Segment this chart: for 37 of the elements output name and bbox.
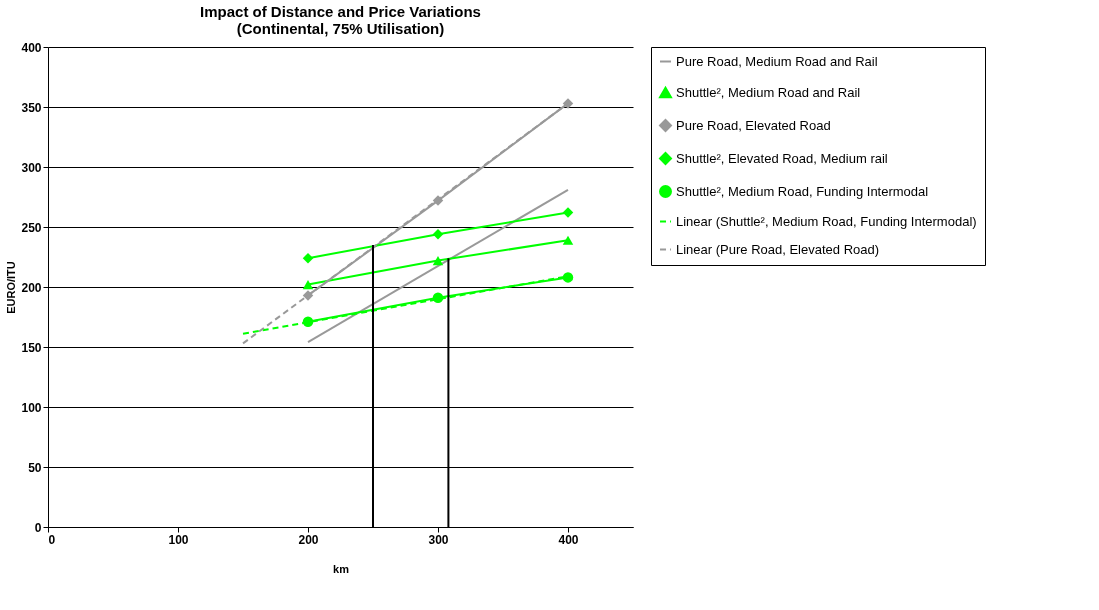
y-tick-label: 300 — [21, 160, 42, 175]
point — [562, 98, 574, 109]
point — [562, 272, 574, 283]
legend-label: Shuttle², Medium Road and Rail — [676, 84, 861, 100]
y-tick-label: 150 — [21, 340, 42, 355]
point — [302, 252, 314, 264]
legend-label: Linear (Pure Road, Elevated Road) — [676, 241, 880, 257]
point — [432, 195, 444, 206]
y-tick-label: 100 — [21, 400, 42, 415]
x-tick-label: 0 — [48, 532, 56, 547]
point — [432, 292, 444, 304]
point — [562, 235, 574, 245]
legend-label: Linear (Shuttle², Medium Road, Funding Intermodal) — [676, 213, 977, 229]
legend-label: Pure Road, Elevated Road — [676, 117, 831, 133]
x-tick-label: 400 — [558, 532, 579, 547]
text: Impact of Distance and Price Variations — [200, 3, 481, 20]
y-tick-label: 350 — [21, 100, 42, 115]
x-tick-label: 200 — [298, 532, 319, 547]
point — [432, 228, 444, 240]
y-tick-label: 50 — [28, 460, 42, 475]
legend-label: Pure Road, Medium Road and Rail — [676, 53, 878, 69]
x-tick-label: 100 — [168, 532, 189, 547]
y-axis-title: EURO/ITU — [5, 261, 18, 314]
point — [302, 280, 314, 290]
y-tick-label: 400 — [21, 40, 42, 55]
x-axis-title: km — [333, 562, 350, 575]
point — [432, 256, 444, 266]
y-tick-label: 250 — [21, 220, 42, 235]
point — [302, 290, 314, 301]
x-tick-label: 300 — [428, 532, 449, 547]
legend-label: Shuttle², Medium Road, Funding Intermodal — [676, 183, 929, 199]
point — [302, 316, 314, 328]
point — [562, 207, 574, 218]
y-tick-label: 0 — [34, 520, 42, 535]
legend-label: Shuttle², Elevated Road, Medium rail — [676, 150, 888, 166]
y-tick-label: 200 — [21, 280, 42, 295]
text: (Continental, 75% Utilisation) — [236, 20, 445, 37]
